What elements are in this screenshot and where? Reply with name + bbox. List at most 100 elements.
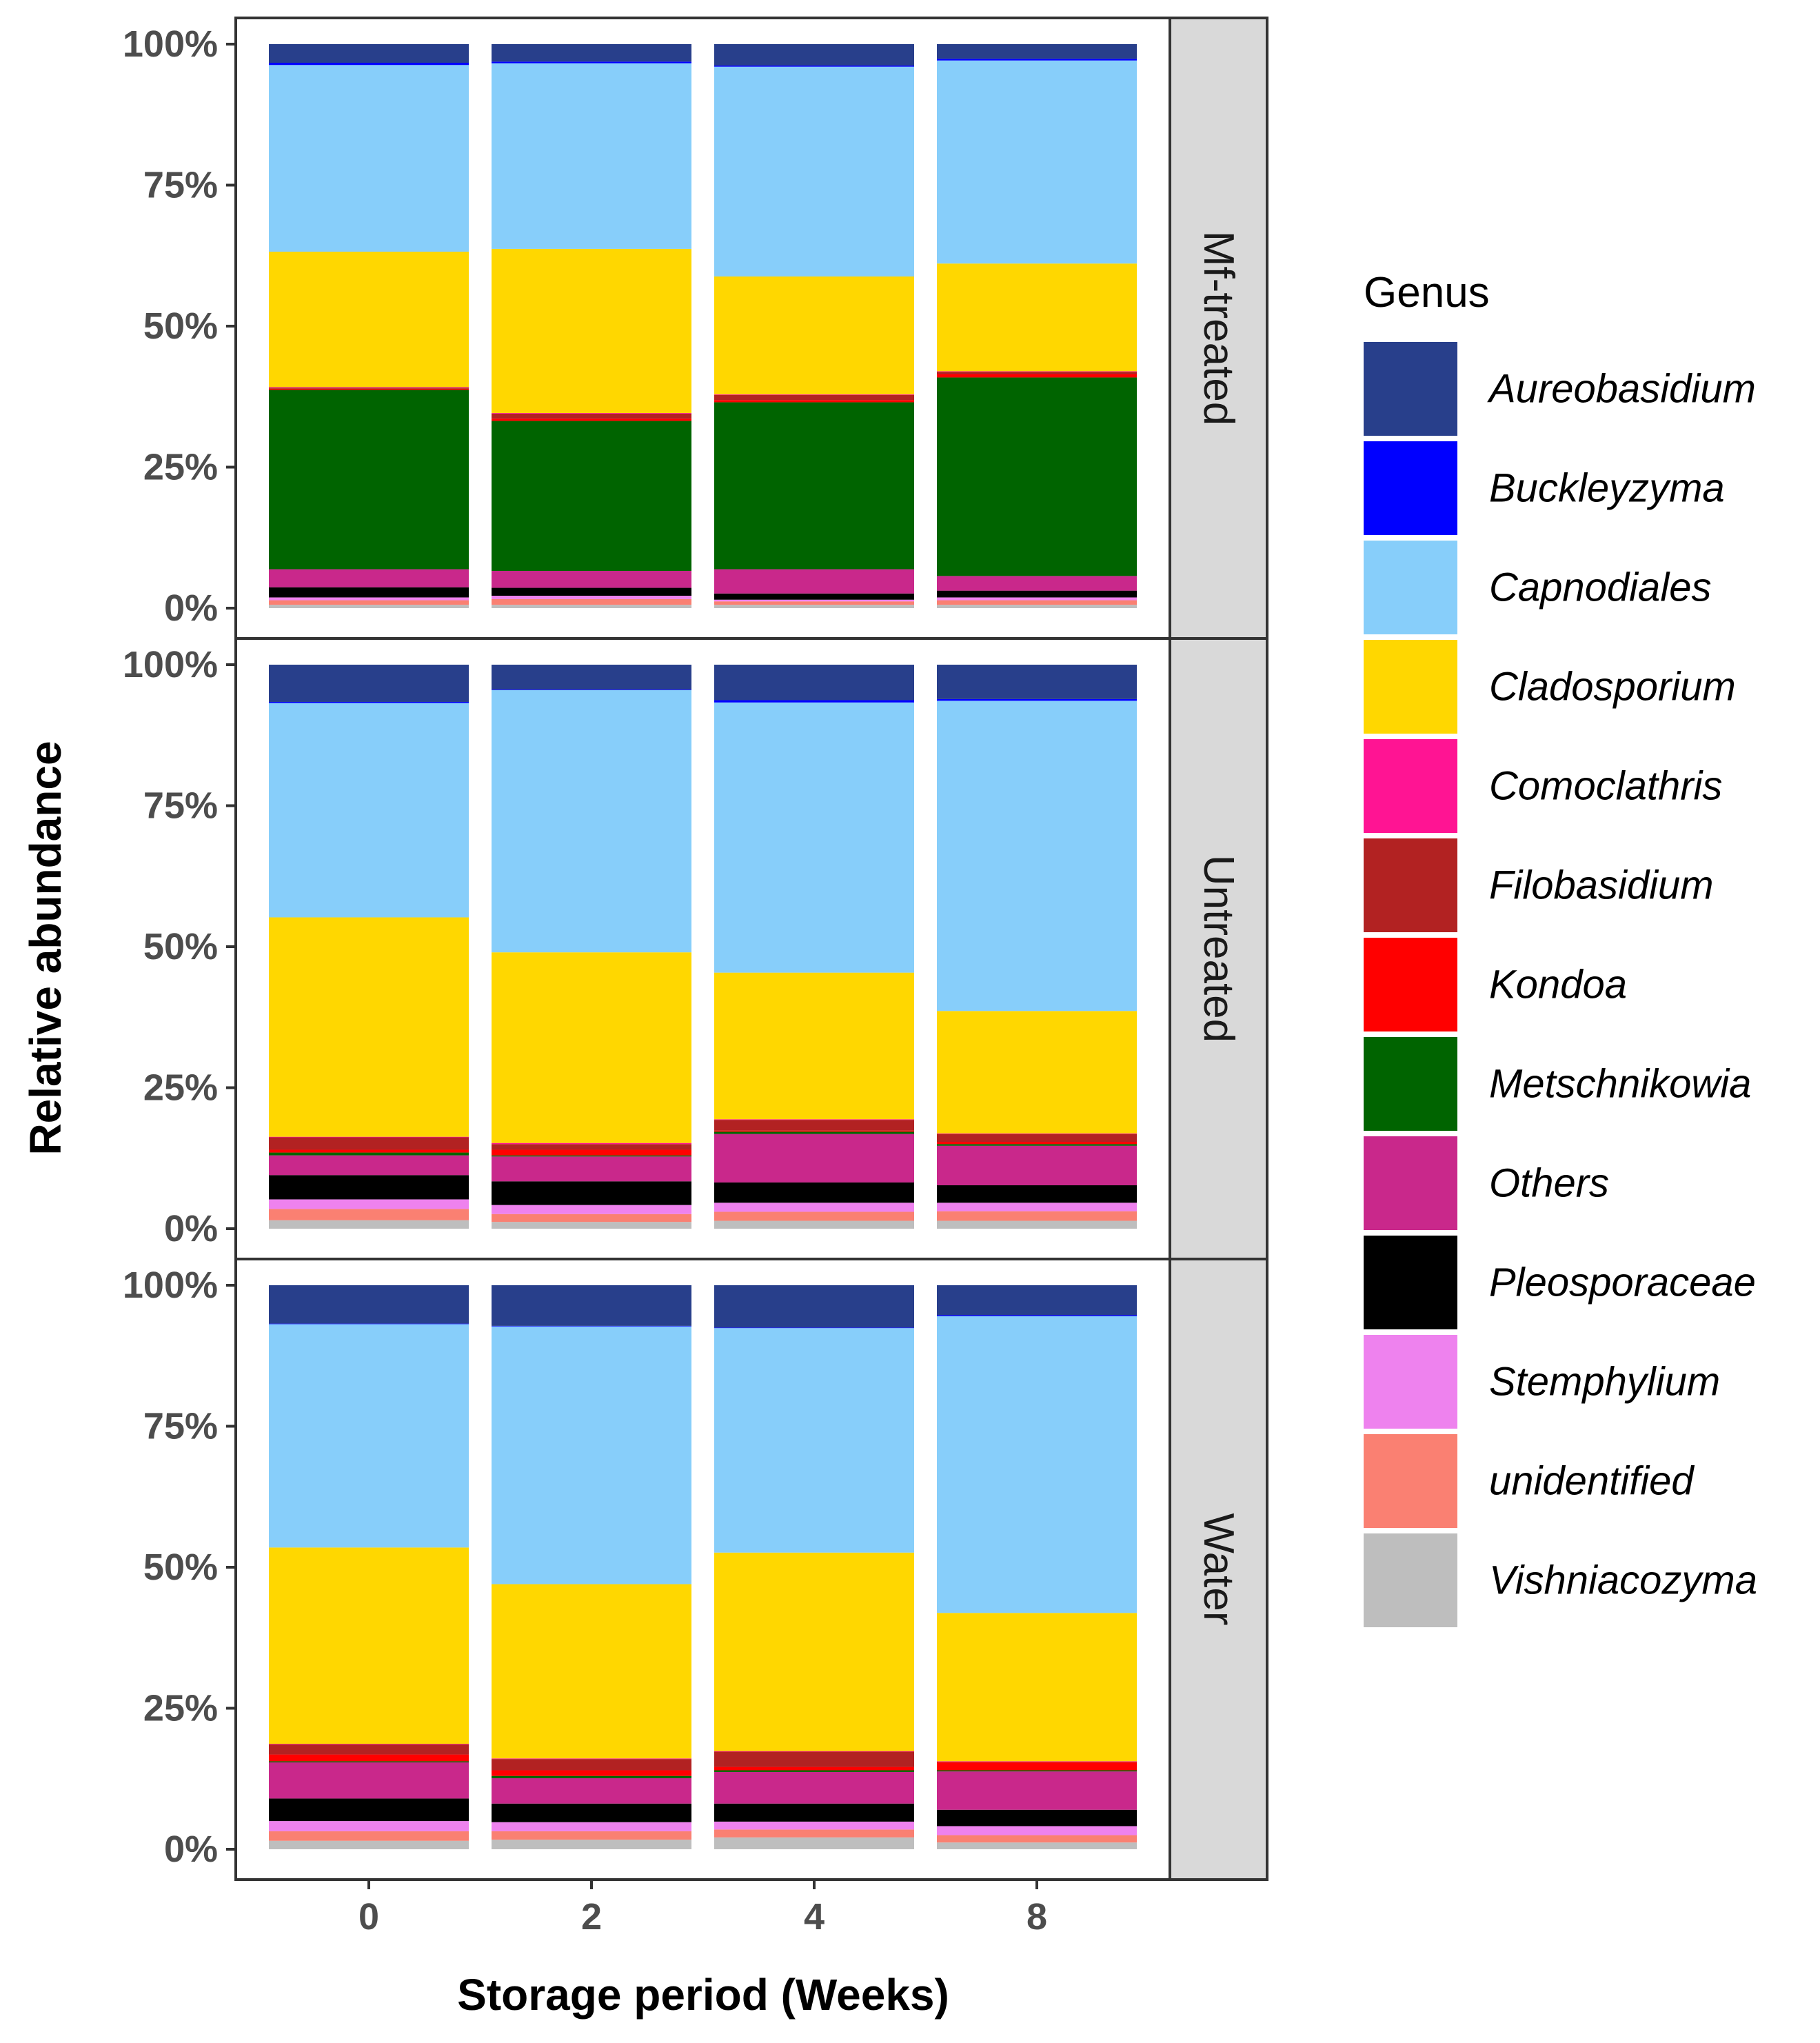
bar-segment-comoclathris-week-8	[937, 1761, 1137, 1762]
bar-segment-capnodiales-week-2	[492, 1326, 691, 1584]
bar-segment-stemphylium-week-4	[714, 1202, 914, 1212]
y-tick-label: 50%	[143, 305, 218, 347]
bar-segment-vishniacozyma-week-8	[937, 605, 1137, 608]
bar-segment-comoclathris-week-4	[714, 1119, 914, 1120]
bar-segment-filobasidium-week-4	[714, 1751, 914, 1767]
bar-segment-cladosporium-week-8	[937, 1011, 1137, 1134]
bar-segment-stemphylium-week-0	[269, 1821, 469, 1831]
bar-segment-pleosporaceae-week-4	[714, 1803, 914, 1822]
bar-segment-capnodiales-week-8	[937, 1316, 1137, 1613]
bar-segment-stemphylium-week-0	[269, 597, 469, 601]
bar-segment-pleosporaceae-week-8	[937, 1809, 1137, 1826]
bar-segment-cladosporium-week-4	[714, 276, 914, 394]
bar-segment-cladosporium-week-2	[492, 952, 691, 1143]
bar-segment-unidentified-week-8	[937, 600, 1137, 605]
facet-strip-label: Untreated	[1195, 855, 1242, 1043]
bar-segment-aureobasidium-week-0	[269, 1285, 469, 1324]
bar-segment-kondoa-week-8	[937, 1142, 1137, 1145]
bar-segment-kondoa-week-2	[492, 419, 691, 421]
bar-segment-stemphylium-week-2	[492, 1822, 691, 1831]
bar-segment-capnodiales-week-2	[492, 63, 691, 249]
bar-segment-kondoa-week-4	[714, 400, 914, 403]
bar-segment-comoclathris-week-2	[492, 1143, 691, 1145]
bar-segment-kondoa-week-4	[714, 1130, 914, 1132]
x-tick-label: 8	[1027, 1896, 1047, 1938]
bar-segment-buckleyzyma-week-2	[492, 1325, 691, 1327]
legend-swatch	[1364, 640, 1457, 734]
bar-segment-comoclathris-week-4	[714, 1751, 914, 1752]
bar-segment-unidentified-week-4	[714, 1829, 914, 1838]
bar-segment-cladosporium-week-8	[937, 1613, 1137, 1762]
legend-title: Genus	[1364, 269, 1490, 316]
bar-segment-kondoa-week-2	[492, 1149, 691, 1156]
bar-segment-stemphylium-week-8	[937, 597, 1137, 601]
y-tick-label: 50%	[143, 1547, 218, 1588]
bar-segment-cladosporium-week-2	[492, 248, 691, 413]
bar-segment-aureobasidium-week-8	[937, 1285, 1137, 1316]
bar-segment-metschnikowia-week-4	[714, 402, 914, 570]
legend-label: Cladosporium	[1489, 665, 1736, 709]
bar-segment-buckleyzyma-week-8	[937, 59, 1137, 61]
bar-segment-aureobasidium-week-8	[937, 44, 1137, 59]
x-axis-title: Storage period (Weeks)	[457, 1970, 949, 2020]
bar-segment-aureobasidium-week-4	[714, 665, 914, 701]
legend-swatch	[1364, 838, 1457, 932]
bar-segment-comoclathris-week-4	[714, 394, 914, 395]
y-tick-label: 100%	[123, 1265, 218, 1306]
legend-item-cladosporium: Cladosporium	[1364, 640, 1736, 734]
legend-item-capnodiales: Capnodiales	[1364, 541, 1711, 634]
bar-segment-unidentified-week-0	[269, 1209, 469, 1220]
bar-segment-others-week-2	[492, 1778, 691, 1804]
legend-label: Vishniacozyma	[1489, 1558, 1757, 1603]
legend-swatch	[1364, 441, 1457, 535]
bar-segment-cladosporium-week-0	[269, 1547, 469, 1744]
x-tick-label: 0	[358, 1896, 379, 1938]
bar-segment-pleosporaceae-week-4	[714, 1182, 914, 1203]
bar-segment-aureobasidium-week-2	[492, 665, 691, 690]
bar-segment-others-week-4	[714, 1771, 914, 1804]
bar-segment-kondoa-week-0	[269, 1149, 469, 1153]
bar-segment-metschnikowia-week-8	[937, 377, 1137, 576]
bar-segment-capnodiales-week-4	[714, 702, 914, 973]
bar-segment-metschnikowia-week-0	[269, 1761, 469, 1763]
facet-panels: Mf-treated 0% 25% 50% 75% 100% Untreated 0% 25% 5…	[123, 17, 1268, 1881]
bar-segment-others-week-4	[714, 1134, 914, 1182]
legend-swatch	[1364, 1335, 1457, 1429]
y-tick-label: 25%	[143, 1688, 218, 1729]
bar-segment-unidentified-week-2	[492, 1831, 691, 1840]
legend-item-others: Others	[1364, 1136, 1609, 1230]
bar-segment-unidentified-week-8	[937, 1211, 1137, 1221]
bar-segment-metschnikowia-week-4	[714, 1131, 914, 1134]
bar-segment-filobasidium-week-0	[269, 388, 469, 389]
legend-label: Buckleyzyma	[1489, 466, 1725, 511]
bar-segment-kondoa-week-0	[269, 388, 469, 390]
bar-segment-stemphylium-week-2	[492, 1205, 691, 1214]
bar-segment-metschnikowia-week-8	[937, 1770, 1137, 1772]
bar-segment-stemphylium-week-4	[714, 599, 914, 602]
bar-segment-capnodiales-week-4	[714, 66, 914, 277]
bar-segment-aureobasidium-week-0	[269, 44, 469, 63]
y-tick-label: 25%	[143, 1067, 218, 1109]
bar-segment-filobasidium-week-8	[937, 1134, 1137, 1143]
bar-segment-cladosporium-week-0	[269, 917, 469, 1137]
bar-segment-metschnikowia-week-2	[492, 421, 691, 572]
bar-segment-others-week-2	[492, 1156, 691, 1182]
legend-swatch	[1364, 739, 1457, 833]
bar-segment-pleosporaceae-week-0	[269, 1798, 469, 1822]
legend-swatch	[1364, 541, 1457, 634]
bar-segment-capnodiales-week-0	[269, 1324, 469, 1548]
bar-segment-aureobasidium-week-4	[714, 44, 914, 66]
bar-segment-pleosporaceae-week-2	[492, 1803, 691, 1822]
y-tick-label: 0%	[164, 587, 218, 629]
bar-segment-vishniacozyma-week-4	[714, 1220, 914, 1229]
bar-segment-pleosporaceae-week-4	[714, 593, 914, 600]
legend-item-metschnikowia: Metschnikowia	[1364, 1037, 1751, 1131]
y-tick-label: 25%	[143, 447, 218, 488]
bar-segment-unidentified-week-8	[937, 1835, 1137, 1843]
bar-segment-buckleyzyma-week-8	[937, 698, 1137, 701]
legend-swatch	[1364, 342, 1457, 436]
legend-item-pleosporaceae: Pleosporaceae	[1364, 1236, 1756, 1329]
legend-item-unidentified: unidentified	[1364, 1434, 1695, 1528]
legend-label: Stemphylium	[1489, 1360, 1720, 1405]
